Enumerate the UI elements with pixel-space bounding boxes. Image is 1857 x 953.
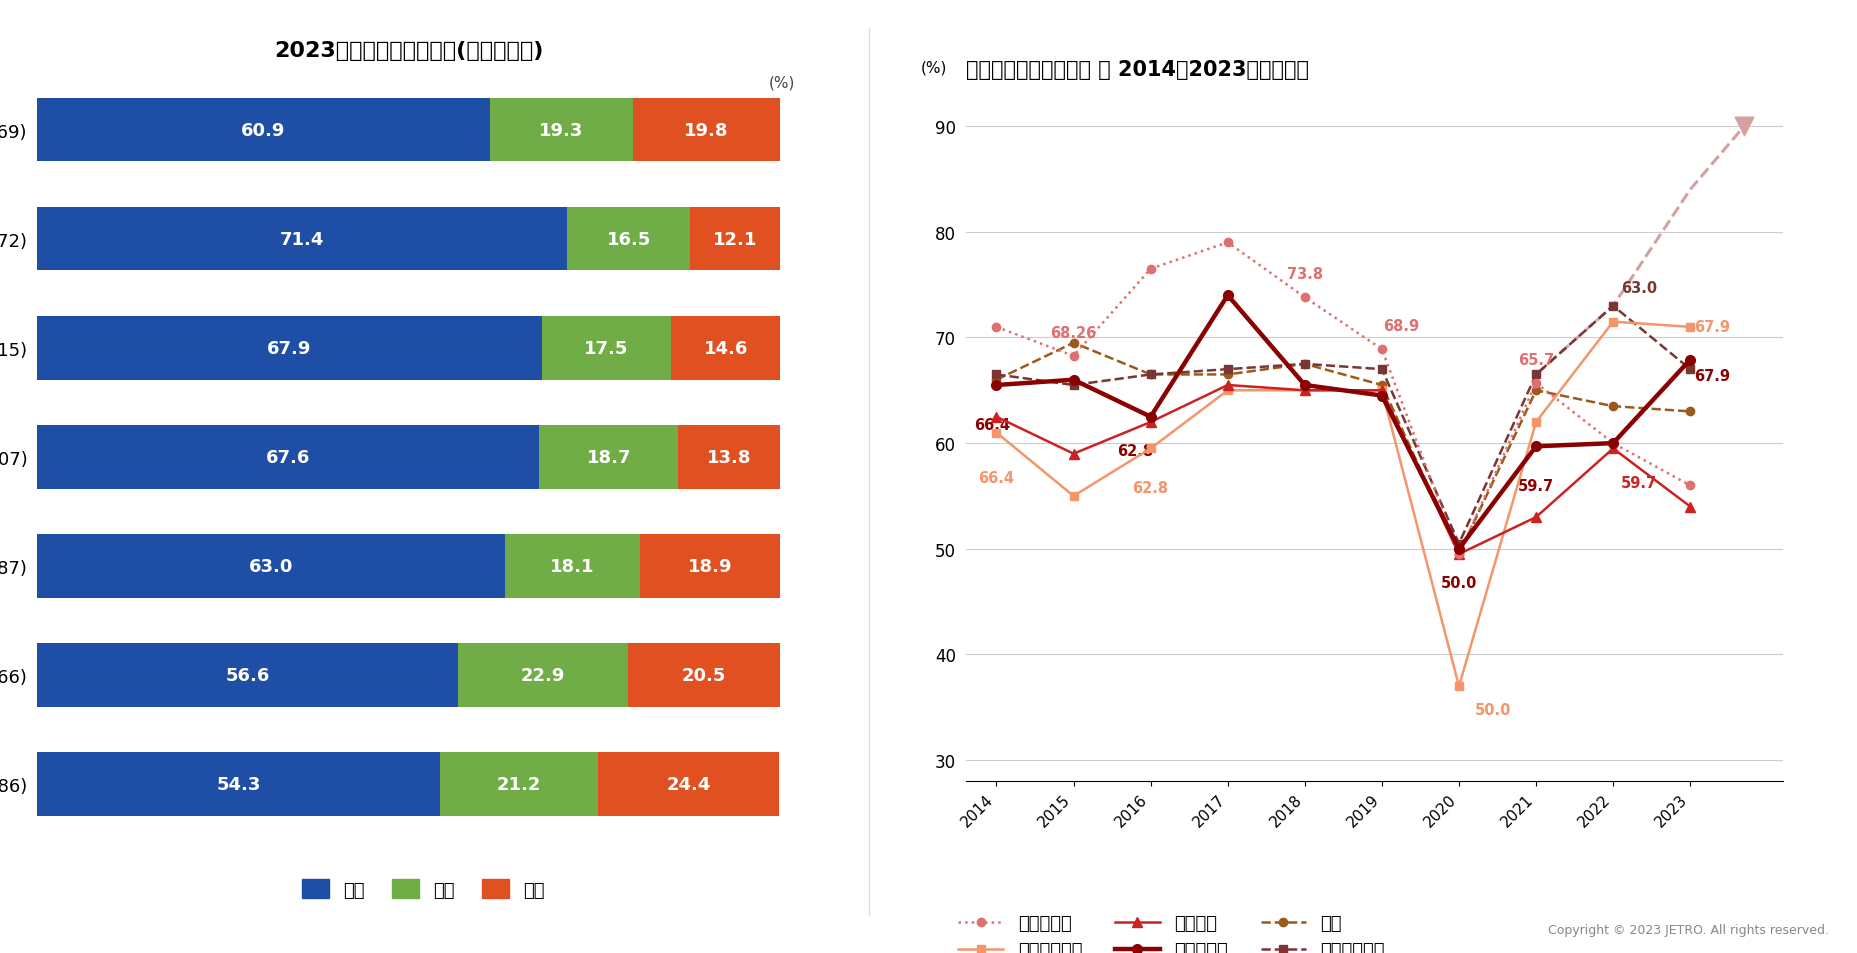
Text: 13.8: 13.8	[708, 449, 752, 466]
Bar	[37, 99, 490, 162]
Text: 59.7: 59.7	[1517, 478, 1554, 494]
Text: 67.9: 67.9	[267, 339, 312, 357]
Text: 67.9: 67.9	[1694, 320, 1731, 335]
Text: 56.6: 56.6	[225, 666, 269, 684]
Text: 60.9: 60.9	[241, 122, 286, 140]
Text: 24.4: 24.4	[667, 775, 711, 793]
Bar	[678, 426, 780, 489]
Text: 63.0: 63.0	[249, 558, 293, 576]
Text: 19.3: 19.3	[539, 122, 583, 140]
Text: 62.8: 62.8	[1133, 480, 1168, 496]
Text: 18.9: 18.9	[687, 558, 732, 576]
Text: 66.4: 66.4	[979, 470, 1014, 485]
Text: 18.1: 18.1	[550, 558, 594, 576]
Text: 68.26: 68.26	[1051, 326, 1097, 340]
Text: 20.5: 20.5	[682, 666, 726, 684]
Text: 67.6: 67.6	[266, 449, 310, 466]
Text: 73.8: 73.8	[1287, 267, 1322, 282]
Bar	[628, 643, 780, 707]
Text: 16.5: 16.5	[607, 231, 652, 249]
Bar	[691, 208, 780, 272]
Bar	[539, 426, 678, 489]
Bar	[639, 535, 780, 598]
Text: 50.0: 50.0	[1441, 576, 1476, 591]
Text: (%): (%)	[769, 75, 795, 91]
Bar	[37, 317, 542, 380]
Text: Copyright © 2023 JETRO. All rights reserved.: Copyright © 2023 JETRO. All rights reser…	[1549, 923, 1829, 936]
Text: 67.9: 67.9	[1694, 369, 1731, 384]
Text: 18.7: 18.7	[587, 449, 631, 466]
Text: 65.7: 65.7	[1517, 353, 1554, 368]
Bar	[37, 426, 539, 489]
Text: 59.7: 59.7	[1621, 476, 1656, 490]
Text: 68.9: 68.9	[1383, 319, 1419, 334]
Bar	[542, 317, 672, 380]
Text: 71.4: 71.4	[280, 231, 325, 249]
Text: (%): (%)	[921, 60, 947, 75]
Text: 19.8: 19.8	[683, 122, 728, 140]
Bar	[505, 535, 639, 598]
Bar	[633, 99, 780, 162]
Point	[1729, 119, 1759, 134]
Bar	[37, 208, 568, 272]
Bar	[490, 99, 633, 162]
Text: 50.0: 50.0	[1474, 702, 1512, 718]
Bar	[568, 208, 691, 272]
Text: 22.9: 22.9	[520, 666, 565, 684]
Bar	[457, 643, 628, 707]
Text: 66.4: 66.4	[975, 417, 1010, 433]
Bar	[598, 753, 780, 816]
Bar	[37, 753, 440, 816]
Bar	[37, 643, 457, 707]
Legend: フィリピン, インドネシア, ベトナム, マレーシア, タイ, シンガポール: フィリピン, インドネシア, ベトナム, マレーシア, タイ, シンガポール	[958, 914, 1385, 953]
Title: 2023年の営業利益見込み(国・地域別): 2023年の営業利益見込み(国・地域別)	[273, 41, 544, 61]
Text: 21.2: 21.2	[498, 775, 542, 793]
Text: 14.6: 14.6	[704, 339, 748, 357]
Legend: 黒字, 均衡, 赤字: 黒字, 均衡, 赤字	[295, 872, 552, 906]
Text: 63.0: 63.0	[1621, 281, 1656, 295]
Text: 12.1: 12.1	[713, 231, 758, 249]
Bar	[672, 317, 780, 380]
Text: 17.5: 17.5	[585, 339, 630, 357]
Text: 62.8: 62.8	[1118, 444, 1153, 458]
Text: 黒字企業の割合の推移 － 2014〜2023年（国別）: 黒字企業の割合の推移 － 2014〜2023年（国別）	[966, 60, 1309, 80]
Bar	[37, 535, 505, 598]
Bar	[440, 753, 598, 816]
Text: 54.3: 54.3	[217, 775, 262, 793]
